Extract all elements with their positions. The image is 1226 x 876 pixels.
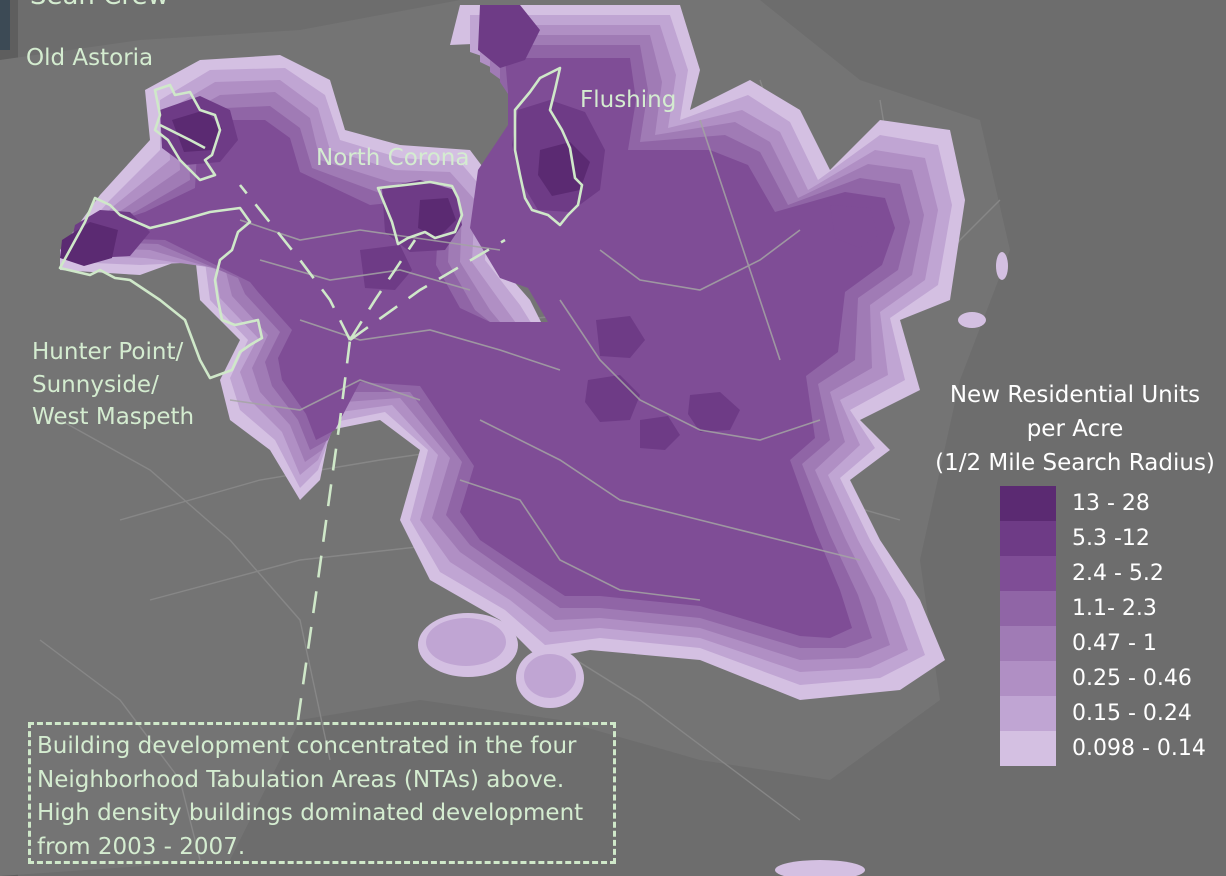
note-line: High density buildings dominated develop…	[37, 800, 584, 826]
author-name-partial: Sean Crew	[30, 0, 169, 15]
legend-classes: 13 - 28 5.3 -12 2.4 - 5.2 1.1- 2.3 0.47 - 1 0…	[930, 486, 1220, 766]
label-old-astoria: Old Astoria	[26, 45, 154, 71]
legend-swatch	[1000, 556, 1056, 591]
legend-swatch	[1000, 486, 1056, 521]
legend-row: 0.098 - 0.14	[1000, 731, 1220, 766]
legend-swatch	[1000, 696, 1056, 731]
legend-label: 0.47 - 1	[1072, 631, 1157, 656]
label-north-corona: North Corona	[316, 145, 470, 171]
legend-row: 5.3 -12	[1000, 521, 1220, 556]
legend-swatch	[1000, 521, 1056, 556]
nta-outlines	[58, 66, 584, 380]
label-flushing: Flushing	[580, 87, 677, 113]
corner-tab	[0, 0, 10, 50]
legend-title-line: (1/2 Mile Search Radius)	[935, 450, 1215, 476]
leader-lines	[238, 184, 506, 721]
label-line: West Maspeth	[32, 404, 195, 431]
legend-title-line: per Acre	[1026, 416, 1124, 442]
legend-row: 1.1- 2.3	[1000, 591, 1220, 626]
legend-label: 2.4 - 5.2	[1072, 561, 1164, 586]
legend-swatch	[1000, 731, 1056, 766]
legend-row: 2.4 - 5.2	[1000, 556, 1220, 591]
nta-flushing	[513, 66, 584, 227]
legend-row: 0.15 - 0.24	[1000, 696, 1220, 731]
nta-old-astoria	[153, 83, 222, 182]
nta-north-corona	[376, 180, 464, 246]
legend-swatch	[1000, 626, 1056, 661]
legend: New Residential Units per Acre (1/2 Mile…	[930, 378, 1220, 766]
label-line: Sunnyside/	[32, 371, 159, 398]
legend-label: 0.15 - 0.24	[1072, 701, 1192, 726]
legend-row: 0.25 - 0.46	[1000, 661, 1220, 696]
legend-label: 13 - 28	[1072, 491, 1150, 516]
note-line: Building development concentrated in the…	[37, 733, 577, 759]
label-hunter-point-sunnyside-west-maspeth: Hunter Point/ Sunnyside/ West Maspeth	[32, 336, 194, 434]
annotation-note: Building development concentrated in the…	[28, 722, 616, 864]
legend-title-line: New Residential Units	[949, 382, 1201, 408]
legend-row: 0.47 - 1	[1000, 626, 1220, 661]
legend-swatch	[1000, 661, 1056, 696]
legend-swatch	[1000, 591, 1056, 626]
label-line: Hunter Point/	[32, 339, 184, 365]
legend-label: 5.3 -12	[1072, 526, 1150, 551]
nta-hunter-point	[58, 196, 264, 380]
legend-label: 1.1- 2.3	[1072, 596, 1157, 621]
note-line: from 2003 - 2007.	[37, 833, 246, 860]
note-line: Neighborhood Tabulation Areas (NTAs) abo…	[37, 766, 565, 793]
boundary-lines	[229, 119, 861, 601]
legend-row: 13 - 28	[1000, 486, 1220, 521]
legend-label: 0.098 - 0.14	[1072, 736, 1206, 761]
legend-label: 0.25 - 0.46	[1072, 666, 1192, 691]
